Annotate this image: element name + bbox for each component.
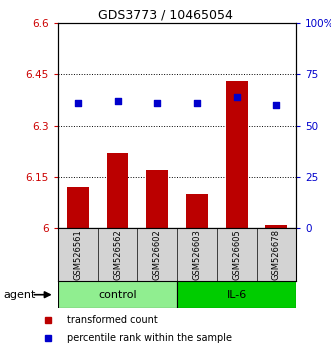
Text: IL-6: IL-6 <box>226 290 247 300</box>
Point <box>115 98 120 104</box>
Text: GSM526603: GSM526603 <box>192 229 202 280</box>
Text: GSM526678: GSM526678 <box>272 229 281 280</box>
Text: percentile rank within the sample: percentile rank within the sample <box>67 333 231 343</box>
Bar <box>177 281 296 308</box>
Point <box>234 94 239 100</box>
Bar <box>226 81 248 228</box>
Bar <box>146 170 168 228</box>
Point <box>194 100 200 106</box>
Point <box>75 100 80 106</box>
Bar <box>67 187 89 228</box>
Text: GSM526602: GSM526602 <box>153 229 162 280</box>
Bar <box>265 225 287 228</box>
Text: transformed count: transformed count <box>67 315 157 325</box>
Bar <box>107 153 128 228</box>
Text: GSM526562: GSM526562 <box>113 229 122 280</box>
Point <box>274 102 279 108</box>
Bar <box>186 194 208 228</box>
Text: GDS3773 / 10465054: GDS3773 / 10465054 <box>98 9 233 22</box>
Text: GSM526561: GSM526561 <box>73 229 82 280</box>
Bar <box>58 281 177 308</box>
Point <box>155 100 160 106</box>
Text: control: control <box>98 290 137 300</box>
Text: agent: agent <box>3 290 36 300</box>
Text: GSM526605: GSM526605 <box>232 229 241 280</box>
